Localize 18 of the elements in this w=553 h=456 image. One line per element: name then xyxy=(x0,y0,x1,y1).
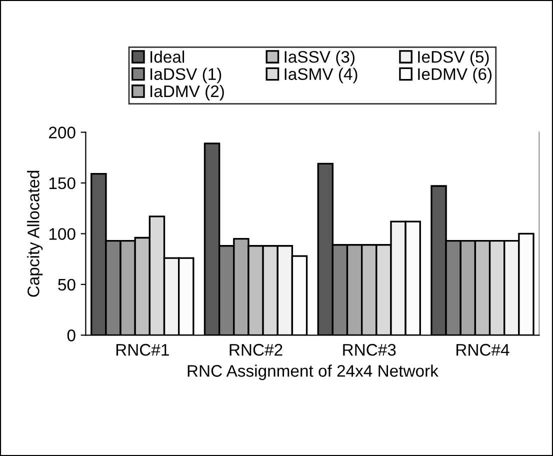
legend-label: IaDSV (1) xyxy=(150,68,222,84)
y-tick-label: 100 xyxy=(49,228,76,240)
y-tick-label: 50 xyxy=(58,278,76,291)
x-tick-label: RNC#3 xyxy=(343,344,396,356)
legend-label: IaSMV (4) xyxy=(284,68,358,84)
y-tick-label: 0 xyxy=(67,330,76,342)
y-tick-label: 150 xyxy=(49,177,76,190)
legend-label: IaDMV (2) xyxy=(150,84,224,100)
legend-label: IaSSV (3) xyxy=(284,50,354,66)
y-tick-label: 200 xyxy=(49,126,76,138)
legend-label: Ideal xyxy=(150,50,184,63)
x-tick-label: RNC#4 xyxy=(456,344,510,356)
x-tick-label: RNC#2 xyxy=(230,344,282,356)
x-tick-label: RNC#1 xyxy=(116,344,169,356)
y-axis-title: Capcity Allocated xyxy=(27,170,43,297)
x-axis-title: RNC Assignment of 24x4 Network xyxy=(188,364,438,380)
legend-label: IeDMV (6) xyxy=(418,68,492,84)
legend-label: IeDSV (5) xyxy=(418,50,489,66)
